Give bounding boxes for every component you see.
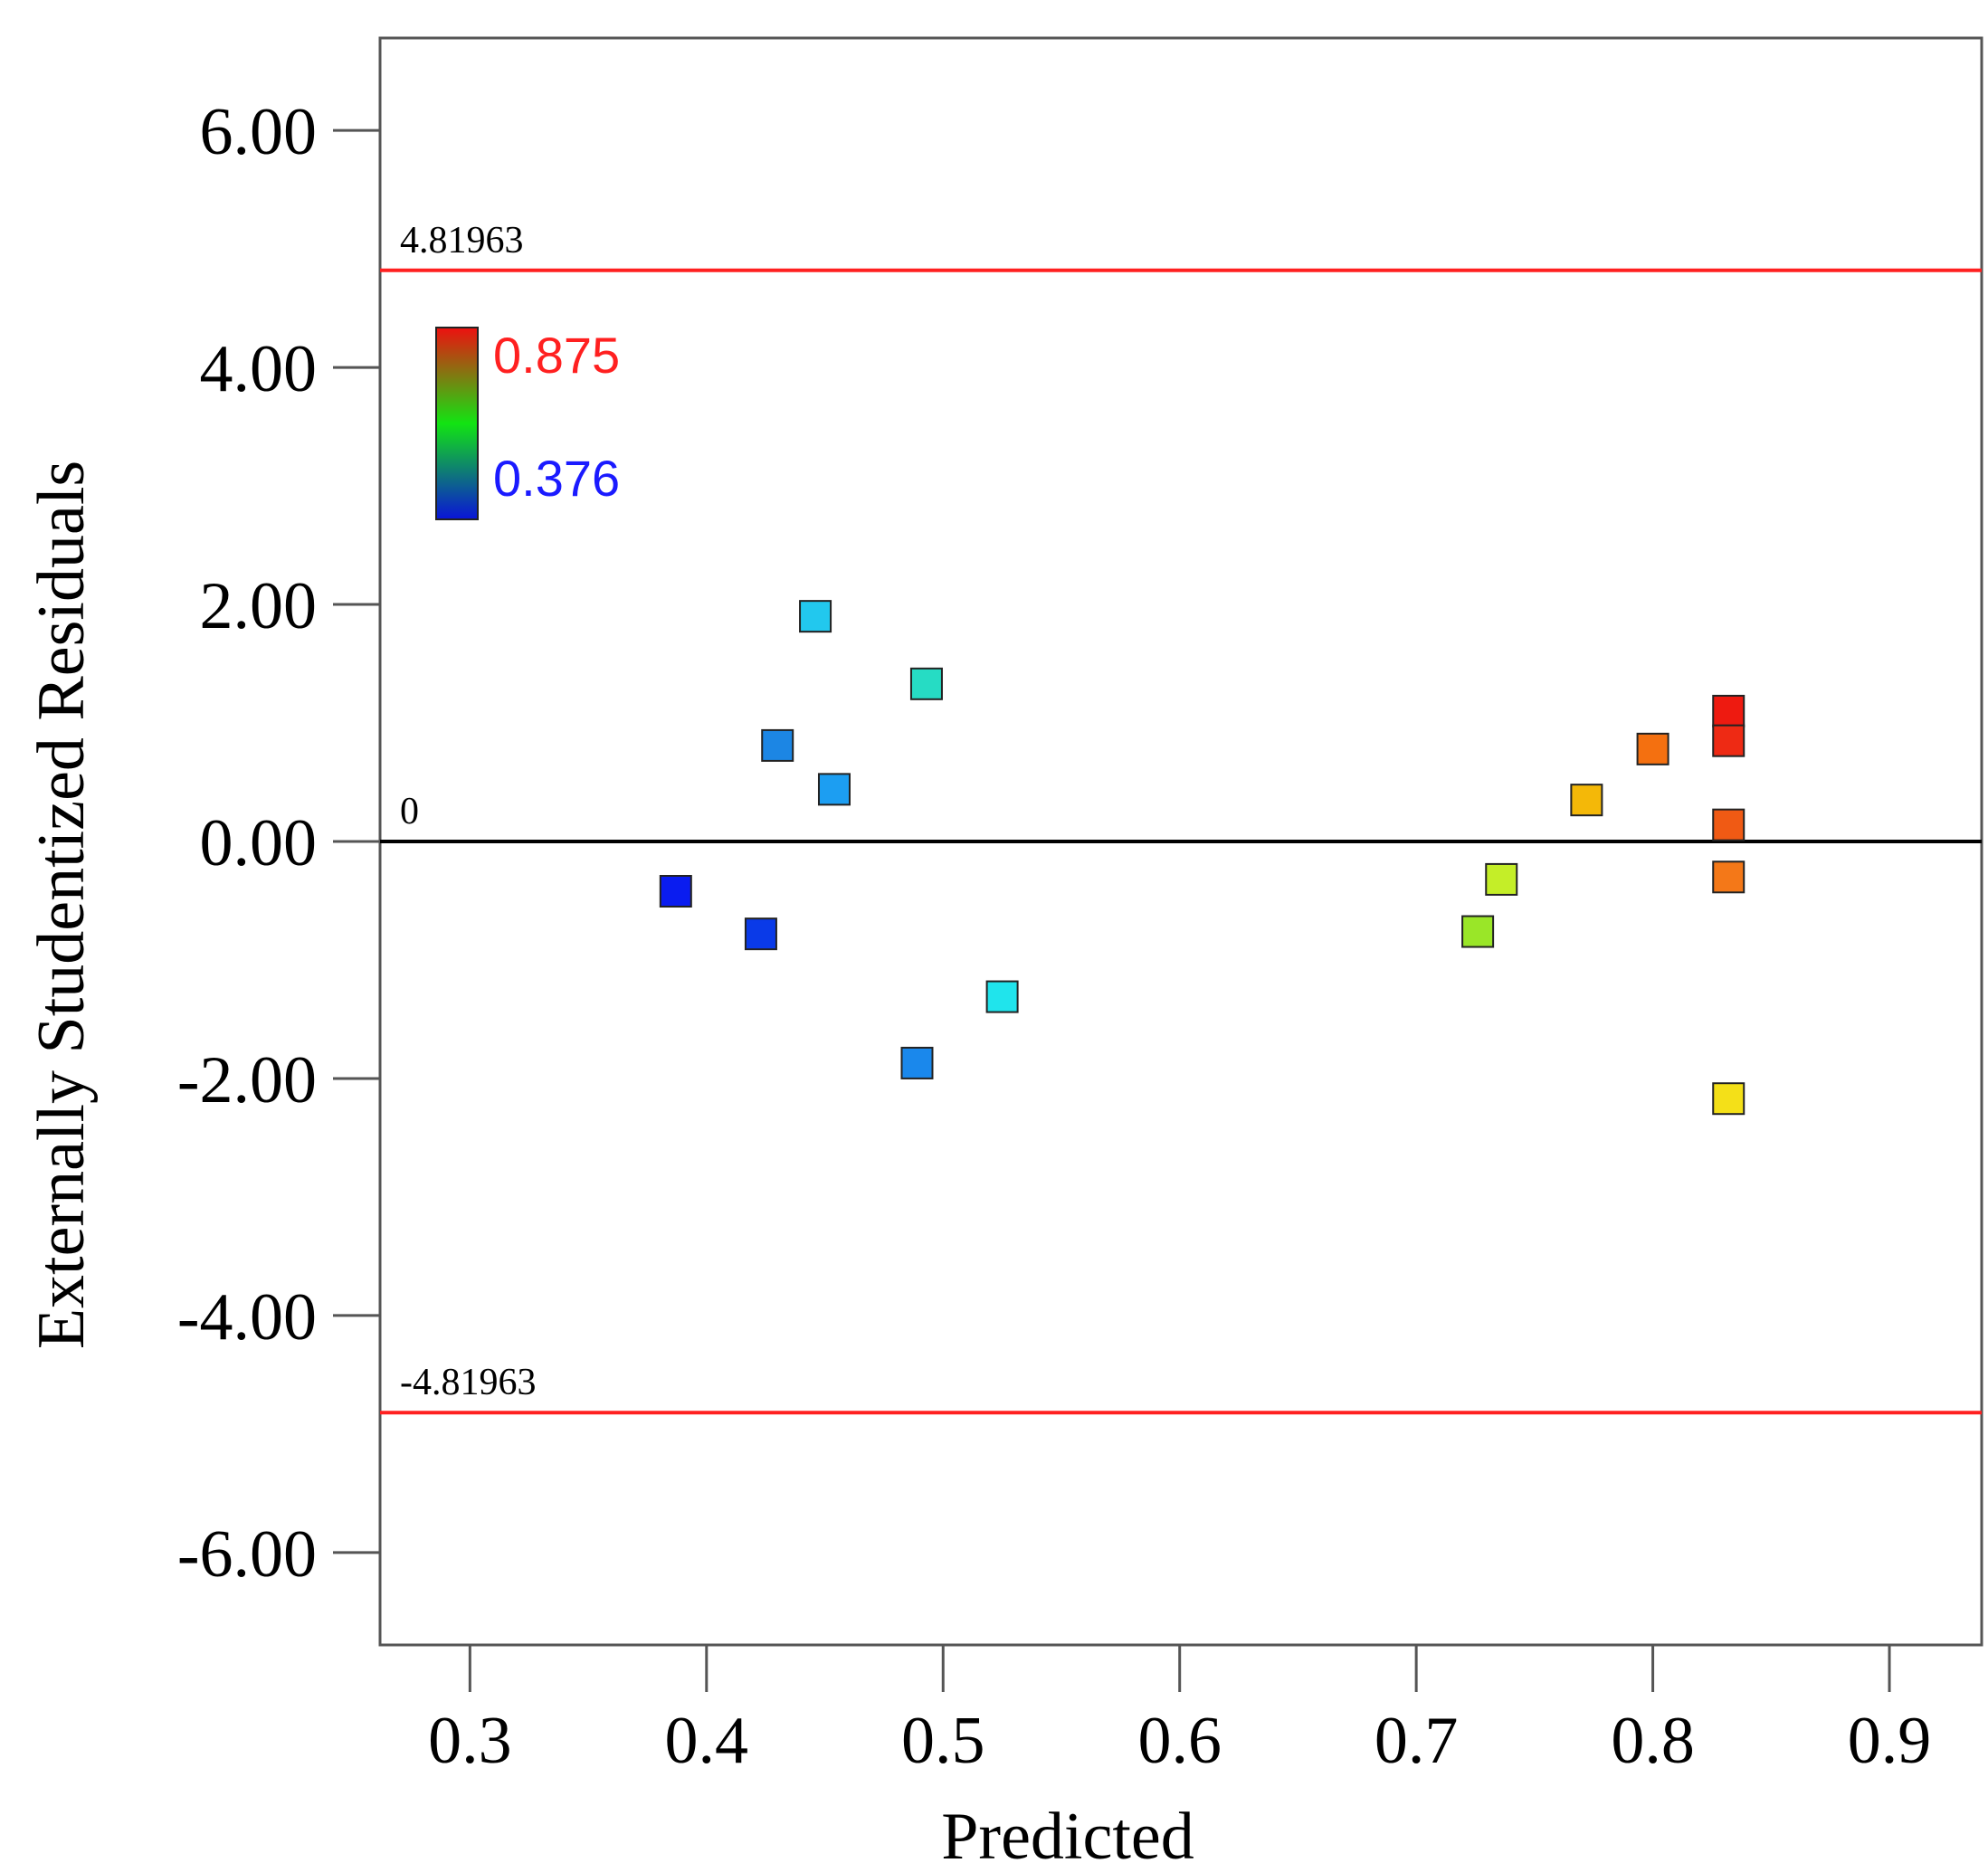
y-axis-title: Externally Studentized Residuals [24, 461, 99, 1349]
y-tick-label: 6.00 [200, 95, 318, 169]
data-point [1712, 860, 1745, 894]
x-tick-label: 0.6 [1137, 1704, 1222, 1778]
data-point [909, 667, 943, 700]
data-point [1485, 862, 1518, 896]
reference-line-label: -4.81963 [400, 1362, 537, 1403]
data-point [659, 875, 692, 908]
data-point [761, 728, 794, 762]
data-point [1712, 724, 1745, 757]
data-point [1570, 784, 1603, 817]
data-point [900, 1046, 934, 1079]
reference-line-label: 4.81963 [400, 220, 524, 261]
data-point [1712, 808, 1745, 841]
data-point [744, 917, 777, 951]
color-legend-max-label: 0.875 [493, 327, 620, 384]
data-point [1461, 915, 1495, 948]
x-tick-label: 0.9 [1848, 1704, 1932, 1778]
y-tick-label: 2.00 [200, 569, 318, 643]
data-point [1712, 1082, 1745, 1116]
x-tick-label: 0.4 [665, 1704, 749, 1778]
x-tick-label: 0.7 [1374, 1704, 1459, 1778]
y-tick-label: -2.00 [177, 1043, 317, 1117]
data-point [817, 773, 851, 806]
data-point [1636, 732, 1669, 765]
y-tick-label: 4.00 [200, 332, 318, 406]
color-legend-bar [435, 327, 479, 520]
x-axis-title: Predicted [941, 1800, 1194, 1863]
x-tick-label: 0.3 [428, 1704, 512, 1778]
color-legend-min-label: 0.376 [493, 450, 620, 507]
data-point [985, 980, 1019, 1013]
x-tick-label: 0.8 [1611, 1704, 1695, 1778]
y-tick-label: -4.00 [177, 1280, 317, 1354]
reference-line-label: 0 [400, 791, 419, 832]
data-point [799, 600, 832, 633]
x-tick-label: 0.5 [901, 1704, 985, 1778]
y-tick-label: -6.00 [177, 1517, 317, 1592]
data-point [1712, 694, 1745, 727]
y-tick-label: 0.00 [200, 806, 318, 880]
color-legend: 0.875 0.376 [435, 327, 620, 520]
